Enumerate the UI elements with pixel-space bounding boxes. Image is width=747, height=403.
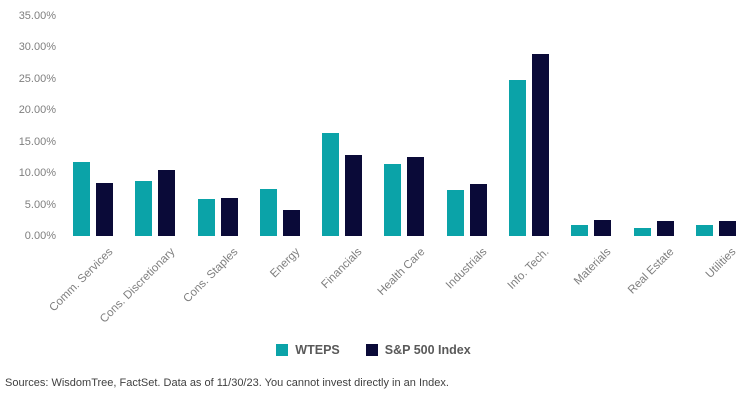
x-axis-label: Energy [268,246,303,281]
legend-item-s-p-500-index: S&P 500 Index [365,343,471,357]
bar-wteps [135,180,153,236]
bar-group-cons-staples [187,16,249,236]
y-tick-label: 25.00% [18,72,56,85]
bar-group-utilities [685,16,747,236]
bar-wteps [322,132,340,236]
bar-wteps [446,190,464,236]
bar-s-p-500-index [656,220,674,236]
bar-s-p-500-index [96,183,114,236]
bar-wteps [695,224,713,236]
legend-item-wteps: WTEPS [276,343,340,357]
legend-label: S&P 500 Index [384,343,471,357]
y-tick-label: 30.00% [18,41,56,54]
bar-s-p-500-index [469,184,487,236]
legend-label: WTEPS [295,343,340,357]
bar-group-cons-discretionary [124,16,186,236]
bar-wteps [508,80,526,236]
x-axis-label: Materials [572,246,614,288]
x-axis-label: Health Care [375,246,427,298]
chart-legend: WTEPS S&P 500 Index [0,343,747,357]
bar-s-p-500-index [220,198,238,236]
bar-wteps [259,188,277,236]
x-axis-label: Industrials [443,246,490,292]
source-note: Sources: WisdomTree, FactSet. Data as of… [5,377,449,389]
bar-group-info-tech [498,16,560,236]
x-axis-label: Cons. Staples [181,246,241,306]
bar-s-p-500-index [158,170,176,236]
bar-wteps [197,198,215,236]
bar-group-comm-services [62,16,124,236]
bar-wteps [73,161,91,236]
legend-swatch-icon [365,344,378,356]
y-tick-label: 20.00% [18,104,56,117]
bar-s-p-500-index [718,220,736,236]
x-axis-label: Cons. Discretionary [98,246,178,326]
bar-s-p-500-index [531,53,549,236]
x-axis-label: Info. Tech. [505,246,552,292]
legend-swatch-icon [276,344,289,356]
bar-wteps [384,163,402,236]
y-tick-label: 5.00% [24,198,56,211]
y-tick-label: 35.00% [18,10,56,22]
y-tick-label: 0.00% [24,230,56,242]
bar-s-p-500-index [407,157,425,236]
bar-group-energy [249,16,311,236]
y-tick-label: 15.00% [18,135,56,148]
x-axis-label: Utilities [703,246,739,281]
bar-s-p-500-index [282,210,300,236]
y-axis: 0.00% 5.00% 10.00% 15.00% 20.00% 25.00% 30.00%… [0,0,56,260]
x-axis-label: Comm. Services [47,246,116,315]
bar-wteps [633,228,651,236]
y-tick-label: 10.00% [18,167,56,180]
bar-group-materials [560,16,622,236]
x-axis-label: Financials [319,246,365,292]
plot-area [62,16,747,236]
bar-wteps [571,225,589,236]
bar-group-industrials [436,16,498,236]
bar-group-health-care [373,16,435,236]
bar-s-p-500-index [594,220,612,236]
bar-s-p-500-index [345,154,363,236]
bar-group-real-estate [622,16,684,236]
x-axis-label: Real Estate [625,246,677,297]
bar-group-financials [311,16,373,236]
